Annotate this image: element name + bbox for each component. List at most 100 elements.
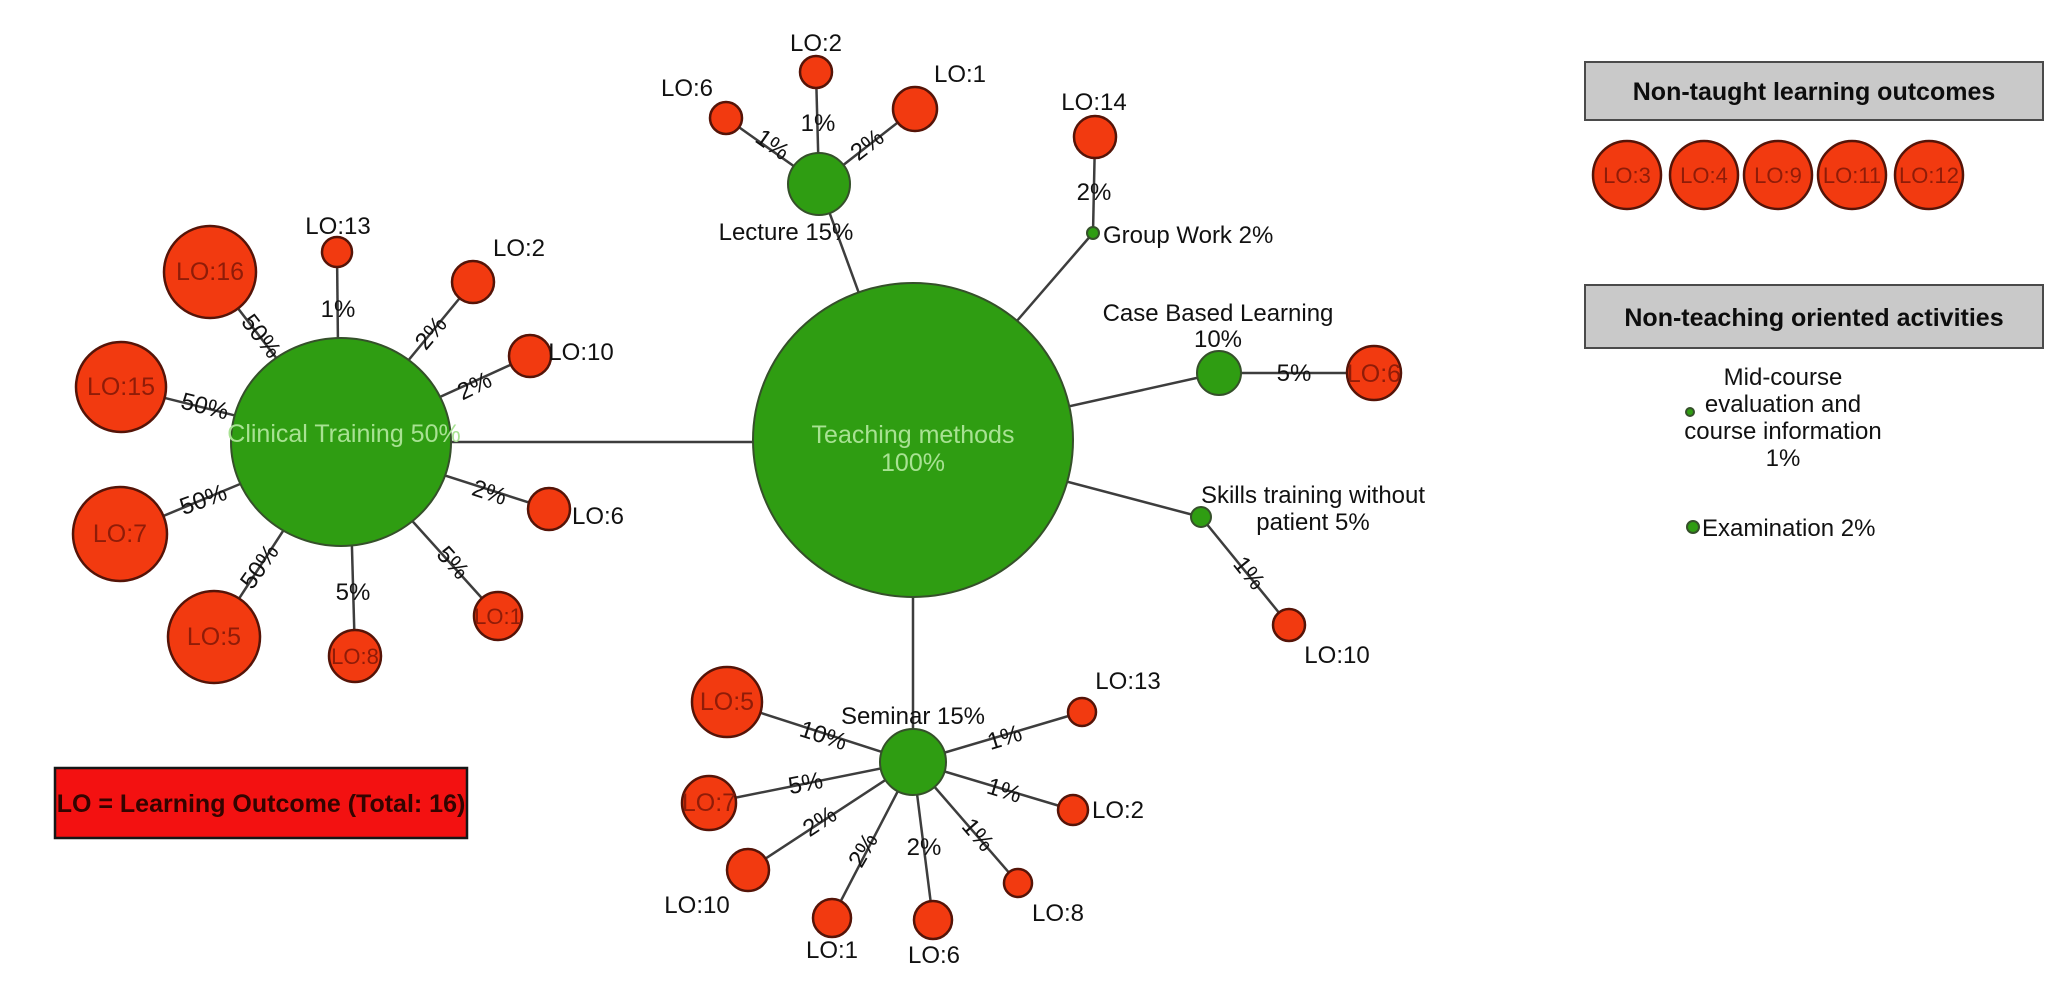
lecture-lo2-label: LO:2 bbox=[790, 30, 842, 57]
node-seminar-lo6 bbox=[912, 899, 954, 941]
legend-non-teaching: Non-teaching oriented activities Mid-cou… bbox=[1584, 284, 2044, 542]
node-casebased-lo6 bbox=[1345, 344, 1403, 402]
clinical-lo10-pct: 2% bbox=[453, 367, 496, 406]
clinical-training-label: Clinical Training 50% bbox=[227, 420, 460, 448]
legend-lo9-label: LO:9 bbox=[1754, 163, 1802, 188]
node-groupwork-lo14 bbox=[1072, 114, 1118, 160]
node-case-based-learning bbox=[1196, 350, 1242, 396]
green-nodes bbox=[230, 152, 1242, 796]
node-seminar-lo7 bbox=[680, 774, 738, 832]
lecture-lo1-label: LO:1 bbox=[934, 61, 986, 88]
lecture-lo2-pct: 1% bbox=[801, 110, 836, 137]
examination-label: Examination 2% bbox=[1702, 515, 1875, 542]
clinical-lo2-pct: 2% bbox=[410, 311, 453, 355]
node-group-work bbox=[1086, 226, 1100, 240]
groupwork-lo14-label: LO:14 bbox=[1061, 89, 1126, 116]
key-box-label: LO = Learning Outcome (Total: 16) bbox=[57, 790, 466, 818]
clinical-lo10-label: LO:10 bbox=[548, 339, 613, 366]
seminar-lo1-pct: 2% bbox=[843, 828, 884, 872]
node-seminar-lo10 bbox=[725, 847, 771, 893]
node-clinical-lo13 bbox=[320, 235, 354, 269]
clinical-lo15-label: LO:15 bbox=[87, 373, 155, 401]
seminar-lo5-label: LO:5 bbox=[700, 688, 754, 716]
legend-lo12-label: LO:12 bbox=[1899, 163, 1959, 188]
mid-course-line4: 1% bbox=[1766, 445, 1801, 472]
clinical-lo6-pct: 2% bbox=[469, 475, 510, 511]
legend-node-lo12 bbox=[1893, 139, 1965, 211]
clinical-lo5-label: LO:5 bbox=[187, 623, 241, 651]
node-seminar bbox=[879, 728, 947, 796]
node-skills-training bbox=[1190, 506, 1212, 528]
node-seminar-lo8 bbox=[1002, 867, 1034, 899]
legend-lo4-label: LO:4 bbox=[1680, 163, 1728, 188]
node-lecture-lo1 bbox=[891, 85, 939, 133]
red-nodes bbox=[71, 54, 1403, 941]
clinical-lo13-label: LO:13 bbox=[305, 213, 370, 240]
node-clinical-lo5 bbox=[166, 589, 262, 685]
edge-seminar-lo7 bbox=[708, 760, 914, 805]
lecture-lo1-pct: 2% bbox=[845, 124, 889, 167]
node-clinical-lo10 bbox=[507, 333, 553, 379]
legend-non-taught-title: Non-taught learning outcomes bbox=[1633, 78, 1996, 106]
seminar-lo6-label: LO:6 bbox=[908, 942, 960, 969]
node-lecture-lo6 bbox=[708, 100, 744, 136]
lecture-label: Lecture 15% bbox=[719, 219, 854, 246]
node-clinical-lo15 bbox=[74, 340, 168, 434]
skills-label-line2: patient 5% bbox=[1256, 509, 1369, 536]
legend-non-taught: Non-taught learning outcomes LO:3 LO:4 L… bbox=[1584, 61, 2044, 211]
legend-lo11-label: LO:11 bbox=[1823, 163, 1881, 188]
legend-non-taught-box bbox=[1584, 61, 2044, 121]
node-clinical-lo6 bbox=[526, 486, 572, 532]
seminar-lo2-label: LO:2 bbox=[1092, 797, 1144, 824]
lecture-lo6-pct: 1% bbox=[750, 124, 794, 166]
casebased-lo6-pct: 5% bbox=[1277, 360, 1312, 387]
legend-node-lo9 bbox=[1742, 139, 1814, 211]
seminar-lo7-pct: 5% bbox=[786, 767, 825, 800]
case-based-pct: 10% bbox=[1194, 326, 1242, 353]
teaching-methods-label: Teaching methods bbox=[812, 421, 1015, 449]
node-skills-lo10 bbox=[1271, 607, 1307, 643]
seminar-lo8-label: LO:8 bbox=[1032, 900, 1084, 927]
group-work-label: Group Work 2% bbox=[1103, 222, 1273, 249]
seminar-lo13-pct: 1% bbox=[984, 720, 1025, 756]
key-box bbox=[53, 766, 469, 840]
clinical-lo16-label: LO:16 bbox=[176, 258, 244, 286]
clinical-lo8-label: LO:8 bbox=[331, 644, 379, 669]
legend-node-lo11 bbox=[1816, 139, 1888, 211]
node-clinical-lo2 bbox=[450, 259, 496, 305]
clinical-lo1-label: LO:1 bbox=[474, 604, 522, 629]
clinical-lo13-pct: 1% bbox=[321, 296, 356, 323]
node-clinical-training bbox=[230, 337, 452, 547]
node-teaching-methods bbox=[752, 282, 1074, 598]
node-clinical-lo7 bbox=[71, 485, 169, 583]
seminar-lo6-pct: 2% bbox=[907, 834, 942, 861]
seminar-lo2-pct: 1% bbox=[984, 773, 1025, 809]
mid-course-dot bbox=[1685, 407, 1695, 417]
case-based-label: Case Based Learning bbox=[1103, 300, 1334, 327]
seminar-lo13-label: LO:13 bbox=[1095, 668, 1160, 695]
clinical-lo8-pct: 5% bbox=[336, 579, 371, 606]
node-lecture bbox=[787, 152, 851, 216]
node-seminar-lo13 bbox=[1066, 696, 1098, 728]
clinical-lo15-pct: 50% bbox=[178, 388, 231, 426]
clinical-lo6-label: LO:6 bbox=[572, 503, 624, 530]
node-seminar-lo1 bbox=[811, 897, 853, 939]
clinical-lo7-label: LO:7 bbox=[93, 520, 147, 548]
mid-course-line2: evaluation and bbox=[1705, 391, 1861, 418]
node-lecture-lo2 bbox=[798, 54, 834, 90]
legend-node-lo3 bbox=[1591, 139, 1663, 211]
clinical-lo2-label: LO:2 bbox=[493, 235, 545, 262]
seminar-lo1-label: LO:1 bbox=[806, 937, 858, 964]
node-clinical-lo16 bbox=[162, 224, 258, 320]
clinical-lo5-pct: 50% bbox=[235, 539, 285, 594]
legend-node-lo4 bbox=[1668, 139, 1740, 211]
examination-dot bbox=[1686, 520, 1700, 534]
legend-non-teaching-box bbox=[1584, 284, 2044, 349]
seminar-lo10-pct: 2% bbox=[798, 801, 842, 843]
mid-course-line1: Mid-course bbox=[1724, 364, 1843, 391]
legend-non-teaching-title: Non-teaching oriented activities bbox=[1624, 304, 2003, 332]
casebased-lo6-label: LO:6 bbox=[1347, 360, 1401, 388]
node-clinical-lo8 bbox=[327, 628, 383, 684]
key-box-group: LO = Learning Outcome (Total: 16) bbox=[53, 766, 469, 840]
